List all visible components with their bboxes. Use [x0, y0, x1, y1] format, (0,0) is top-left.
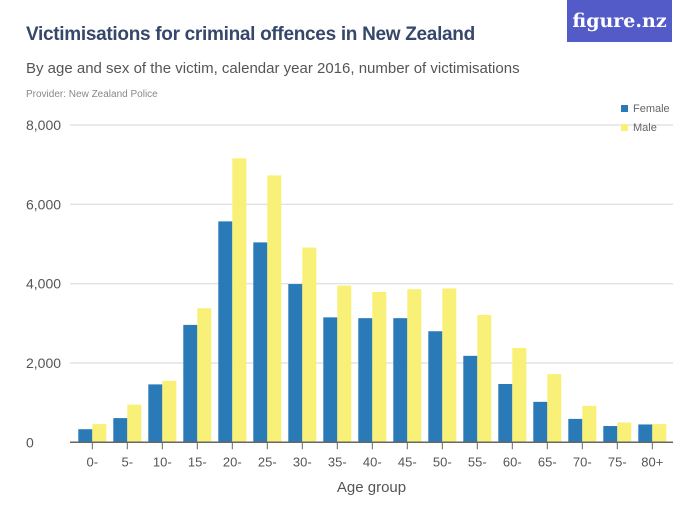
bar-female — [113, 418, 128, 443]
x-tick-label: 55- — [468, 454, 487, 469]
x-tick-label: 35- — [328, 454, 347, 469]
bar-female — [428, 331, 443, 443]
bar-male — [442, 288, 457, 443]
x-tick-label: 10- — [153, 454, 172, 469]
y-tick-label: 0 — [26, 434, 34, 450]
bar-female — [463, 355, 478, 443]
chart-title: Victimisations for criminal offences in … — [26, 24, 475, 45]
bar-female — [638, 424, 653, 443]
x-tick-label: 30- — [293, 454, 312, 469]
bar-female — [323, 317, 338, 443]
bar-female — [183, 324, 198, 443]
y-tick-label: 8,000 — [26, 117, 61, 133]
bar-male — [197, 308, 212, 443]
x-tick-label: 5- — [122, 454, 134, 469]
y-tick-label: 6,000 — [26, 196, 61, 212]
bar-female — [253, 242, 268, 443]
bar-male — [267, 175, 282, 443]
bar-male — [92, 424, 107, 443]
bar-female — [568, 418, 583, 443]
bar-male — [652, 424, 667, 443]
bar-female — [393, 318, 408, 443]
bar-male — [372, 291, 387, 443]
y-tick-label: 4,000 — [26, 276, 61, 292]
bar-male — [512, 347, 527, 443]
legend-swatch-female — [621, 105, 628, 112]
bar-male — [232, 158, 247, 443]
bar-male — [407, 289, 422, 443]
x-tick-label: 50- — [433, 454, 452, 469]
x-tick-label: 40- — [363, 454, 382, 469]
legend-label-male: Male — [633, 122, 657, 134]
bar-male — [582, 405, 597, 443]
figure-nz-logo[interactable]: figure.nz — [567, 0, 672, 42]
bar-female — [218, 221, 233, 443]
x-tick-label: 15- — [188, 454, 207, 469]
bar-female — [358, 318, 373, 443]
bar-male — [127, 404, 142, 443]
y-tick-label: 2,000 — [26, 355, 61, 371]
x-tick-label: 65- — [538, 454, 557, 469]
legend-swatch-male — [621, 124, 628, 131]
legend-label-female: Female — [633, 103, 670, 115]
x-tick-label: 70- — [573, 454, 592, 469]
bar-female — [603, 426, 618, 443]
x-tick-label: 20- — [223, 454, 242, 469]
bar-female — [498, 383, 513, 443]
bar-male — [302, 247, 317, 443]
x-tick-label: 45- — [398, 454, 417, 469]
x-tick-label: 80+ — [641, 454, 663, 469]
bar-female — [78, 429, 93, 443]
bar-female — [533, 401, 548, 443]
x-tick-label: 0- — [87, 454, 99, 469]
bar-male — [477, 314, 492, 443]
bar-male — [547, 374, 562, 443]
bar-male — [337, 285, 352, 443]
x-tick-label: 75- — [608, 454, 627, 469]
x-tick-label: 60- — [503, 454, 522, 469]
x-axis-label: Age group — [337, 479, 406, 496]
bar-female — [288, 284, 303, 443]
x-tick-label: 25- — [258, 454, 277, 469]
bar-male — [617, 422, 632, 443]
provider-text: Provider: New Zealand Police — [26, 89, 158, 100]
bar-female — [148, 384, 163, 443]
bar-male — [162, 380, 177, 443]
chart-subtitle: By age and sex of the victim, calendar y… — [26, 60, 520, 77]
